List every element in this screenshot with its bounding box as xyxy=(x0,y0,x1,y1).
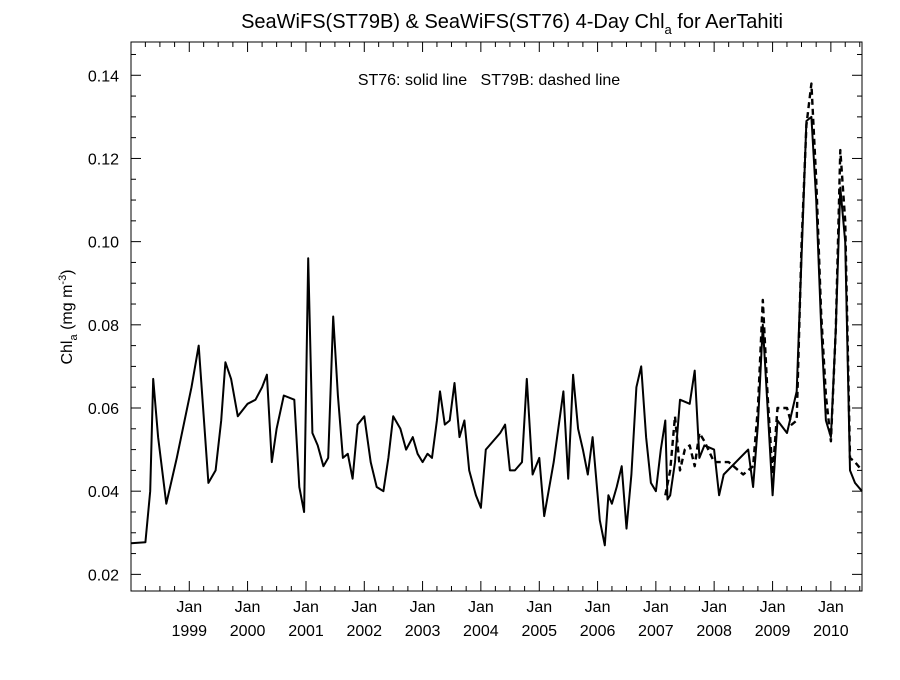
y-tick-label: 0.12 xyxy=(88,151,119,168)
y-tick-label: 0.02 xyxy=(88,567,119,584)
y-tick-label: 0.06 xyxy=(88,401,119,418)
x-tick-month-label: Jan xyxy=(643,599,669,616)
x-tick-month-label: Jan xyxy=(468,599,494,616)
x-tick-year-label: 2004 xyxy=(463,623,499,640)
x-tick-year-label: 1999 xyxy=(171,623,207,640)
line-style-annotation: ST76: solid line ST79B: dashed line xyxy=(358,72,620,89)
y-axis-label-base: Chl xyxy=(59,341,76,365)
x-tick-year-label: 2003 xyxy=(405,623,441,640)
x-tick-year-label: 2010 xyxy=(813,623,849,640)
x-tick-year-label: 2001 xyxy=(288,623,324,640)
x-tick-year-label: 2000 xyxy=(230,623,266,640)
y-axis-label-superscript: -3 xyxy=(57,275,69,285)
x-axis-ticks: Jan 1999 Jan 2000 Jan 2001 Jan 2002 Jan 2003 Jan 20… xyxy=(144,42,861,640)
chart-title-suffix: for AerTahiti xyxy=(672,11,783,33)
x-tick-year-label: 2002 xyxy=(346,623,382,640)
x-tick-month-label: Jan xyxy=(176,599,202,616)
plot-frame xyxy=(130,41,863,592)
x-tick-month-label: Jan xyxy=(235,599,261,616)
y-tick-label: 0.14 xyxy=(88,68,119,85)
x-tick-year-label: 2009 xyxy=(755,623,791,640)
series-line-st79b xyxy=(664,82,863,496)
x-tick-month-label: Jan xyxy=(410,599,436,616)
x-tick-month-label: Jan xyxy=(585,599,611,616)
series-line-st76 xyxy=(130,115,863,547)
chart-title: SeaWiFS(ST79B) & SeaWiFS(ST76) 4-Day Chl… xyxy=(241,11,783,37)
y-axis-label-subscript: a xyxy=(68,334,80,341)
y-axis-label-unit: (mg m xyxy=(59,285,76,335)
x-tick-year-label: 2006 xyxy=(580,623,616,640)
x-tick-month-label: Jan xyxy=(351,599,377,616)
x-tick-year-label: 2005 xyxy=(521,623,557,640)
series-layer xyxy=(130,82,863,547)
x-tick-month-label: Jan xyxy=(760,599,786,616)
x-tick-year-label: 2007 xyxy=(638,623,674,640)
x-tick-month-label: Jan xyxy=(701,599,727,616)
x-tick-month-label: Jan xyxy=(526,599,552,616)
chart-title-main: SeaWiFS(ST79B) & SeaWiFS(ST76) 4-Day Chl xyxy=(241,11,664,33)
y-axis-ticks: 0.02 0.04 0.06 0.08 0.10 0.12 0.14 xyxy=(88,53,862,584)
x-tick-month-label: Jan xyxy=(293,599,319,616)
y-axis-label: Chla (mg m-3) xyxy=(57,269,80,364)
y-tick-label: 0.04 xyxy=(88,484,119,501)
x-tick-year-label: 2008 xyxy=(696,623,732,640)
x-tick-month-label: Jan xyxy=(818,599,844,616)
y-tick-label: 0.08 xyxy=(88,318,119,335)
y-axis-label-close: ) xyxy=(59,269,76,274)
y-tick-label: 0.10 xyxy=(88,235,119,252)
chart-title-subscript: a xyxy=(665,22,673,37)
